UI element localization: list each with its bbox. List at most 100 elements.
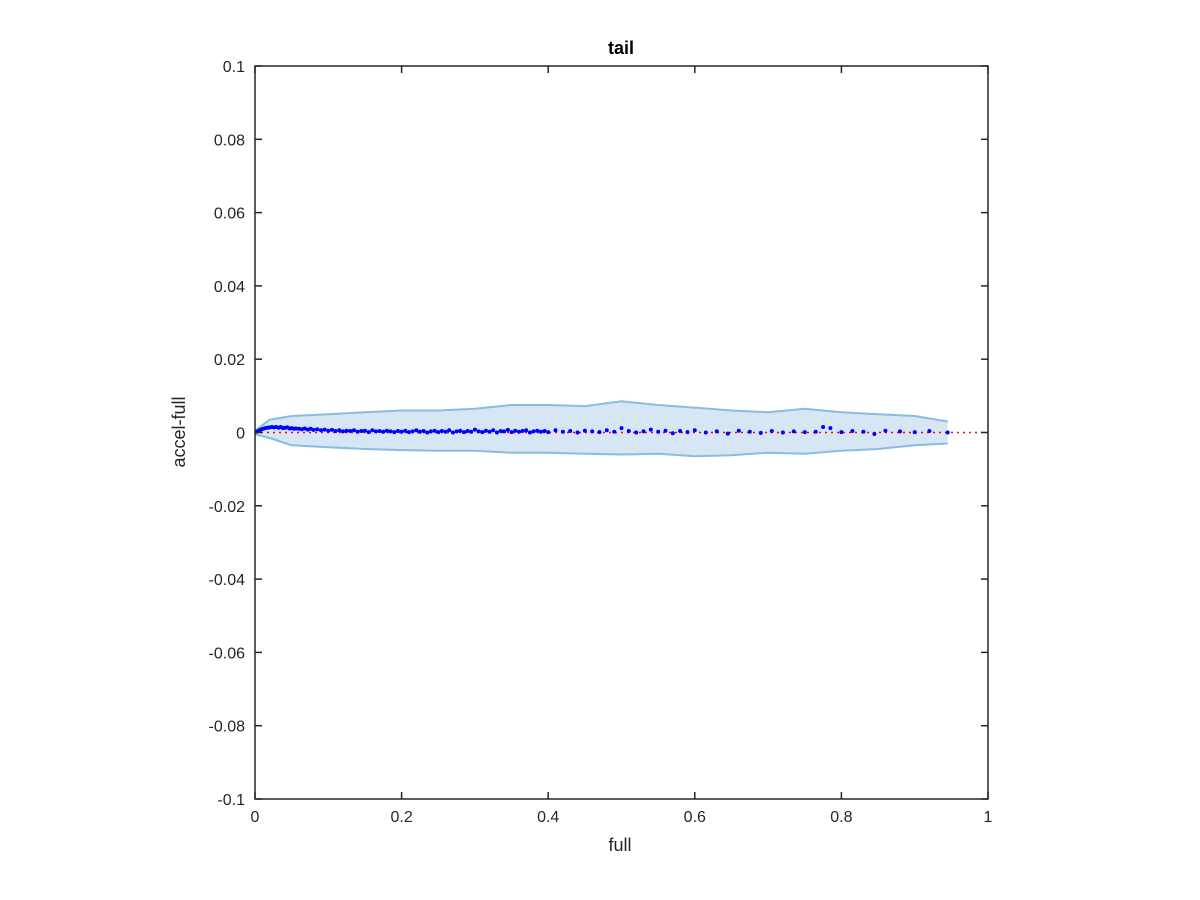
data-point xyxy=(436,430,441,435)
data-point xyxy=(341,429,345,434)
data-point xyxy=(509,430,514,435)
data-point xyxy=(337,428,342,433)
data-point xyxy=(516,429,521,434)
data-point xyxy=(330,427,334,432)
data-point xyxy=(813,429,818,434)
y-tick-label: 0.04 xyxy=(214,279,245,296)
data-point xyxy=(850,429,855,433)
data-point xyxy=(568,429,573,433)
data-point xyxy=(458,428,463,433)
data-point xyxy=(560,429,565,434)
data-point xyxy=(294,426,298,431)
data-point xyxy=(828,426,833,431)
data-point xyxy=(575,430,580,435)
data-point xyxy=(461,430,466,435)
data-point xyxy=(355,429,360,434)
data-point xyxy=(425,430,430,435)
data-point xyxy=(414,428,419,433)
data-point xyxy=(384,428,389,433)
data-point xyxy=(872,432,877,436)
data-point xyxy=(747,429,752,434)
x-axis-label: full xyxy=(608,835,631,855)
y-tick-label: -0.04 xyxy=(209,572,246,589)
data-point xyxy=(469,429,474,434)
data-point xyxy=(491,428,496,433)
data-point xyxy=(703,430,708,435)
data-point xyxy=(302,426,307,431)
data-point xyxy=(377,429,382,433)
data-point xyxy=(326,428,331,433)
data-point xyxy=(725,431,730,436)
data-point xyxy=(406,430,411,435)
data-point xyxy=(388,429,393,434)
confidence-band-layer xyxy=(254,400,948,458)
y-tick-label: 0.06 xyxy=(214,206,245,223)
data-point xyxy=(538,429,543,434)
data-point xyxy=(542,429,547,433)
data-point xyxy=(333,429,338,433)
data-point xyxy=(447,428,452,433)
data-point xyxy=(348,429,353,433)
data-point xyxy=(861,429,866,434)
data-point xyxy=(685,430,690,435)
x-tick-label: 0.2 xyxy=(390,809,412,826)
data-point xyxy=(912,430,917,435)
data-point xyxy=(392,430,397,435)
data-point xyxy=(381,429,386,434)
data-point xyxy=(590,429,595,434)
data-point xyxy=(898,429,902,434)
data-point xyxy=(527,430,532,435)
data-point xyxy=(531,429,536,434)
data-point xyxy=(480,430,485,435)
data-point xyxy=(373,429,378,434)
data-point xyxy=(366,430,371,435)
data-point xyxy=(502,429,507,434)
y-tick-label: 0.1 xyxy=(223,59,245,76)
data-point xyxy=(769,429,774,433)
data-point xyxy=(487,429,492,434)
data-point xyxy=(421,429,426,433)
data-point xyxy=(927,429,932,433)
data-point xyxy=(670,431,675,436)
data-point xyxy=(736,428,741,433)
data-point xyxy=(395,429,400,433)
data-point xyxy=(553,428,558,433)
data-point xyxy=(604,428,609,433)
data-point xyxy=(626,429,631,433)
data-point xyxy=(513,428,518,433)
data-point xyxy=(678,429,683,433)
data-point xyxy=(758,430,763,435)
data-point xyxy=(344,428,349,433)
data-point xyxy=(311,427,316,432)
data-point xyxy=(641,429,646,434)
y-tick-label: 0.02 xyxy=(214,352,245,369)
data-point xyxy=(315,427,320,432)
x-tick-label: 0.6 xyxy=(684,809,706,826)
data-point xyxy=(839,430,844,435)
confidence-band-fill xyxy=(255,401,948,457)
data-point xyxy=(410,429,415,434)
data-point xyxy=(597,430,602,435)
data-point xyxy=(417,429,422,434)
x-tick-label: 0 xyxy=(251,809,260,826)
y-tick-label: -0.06 xyxy=(209,645,246,662)
data-point xyxy=(465,429,470,433)
data-point xyxy=(791,429,796,434)
data-point xyxy=(399,429,404,434)
data-point xyxy=(780,430,785,435)
data-point xyxy=(494,430,499,435)
chart-title: tail xyxy=(608,38,634,58)
data-point xyxy=(370,428,375,433)
y-tick-label: -0.1 xyxy=(217,792,245,809)
data-point xyxy=(802,430,807,435)
y-axis-label: accel-full xyxy=(169,396,189,467)
data-point xyxy=(359,429,364,433)
data-point xyxy=(535,428,540,433)
data-points-layer xyxy=(254,425,950,436)
data-point xyxy=(319,428,323,433)
x-tick-label: 1 xyxy=(984,809,993,826)
data-point xyxy=(612,429,617,434)
data-point xyxy=(432,428,437,433)
x-tick-label: 0.4 xyxy=(537,809,559,826)
